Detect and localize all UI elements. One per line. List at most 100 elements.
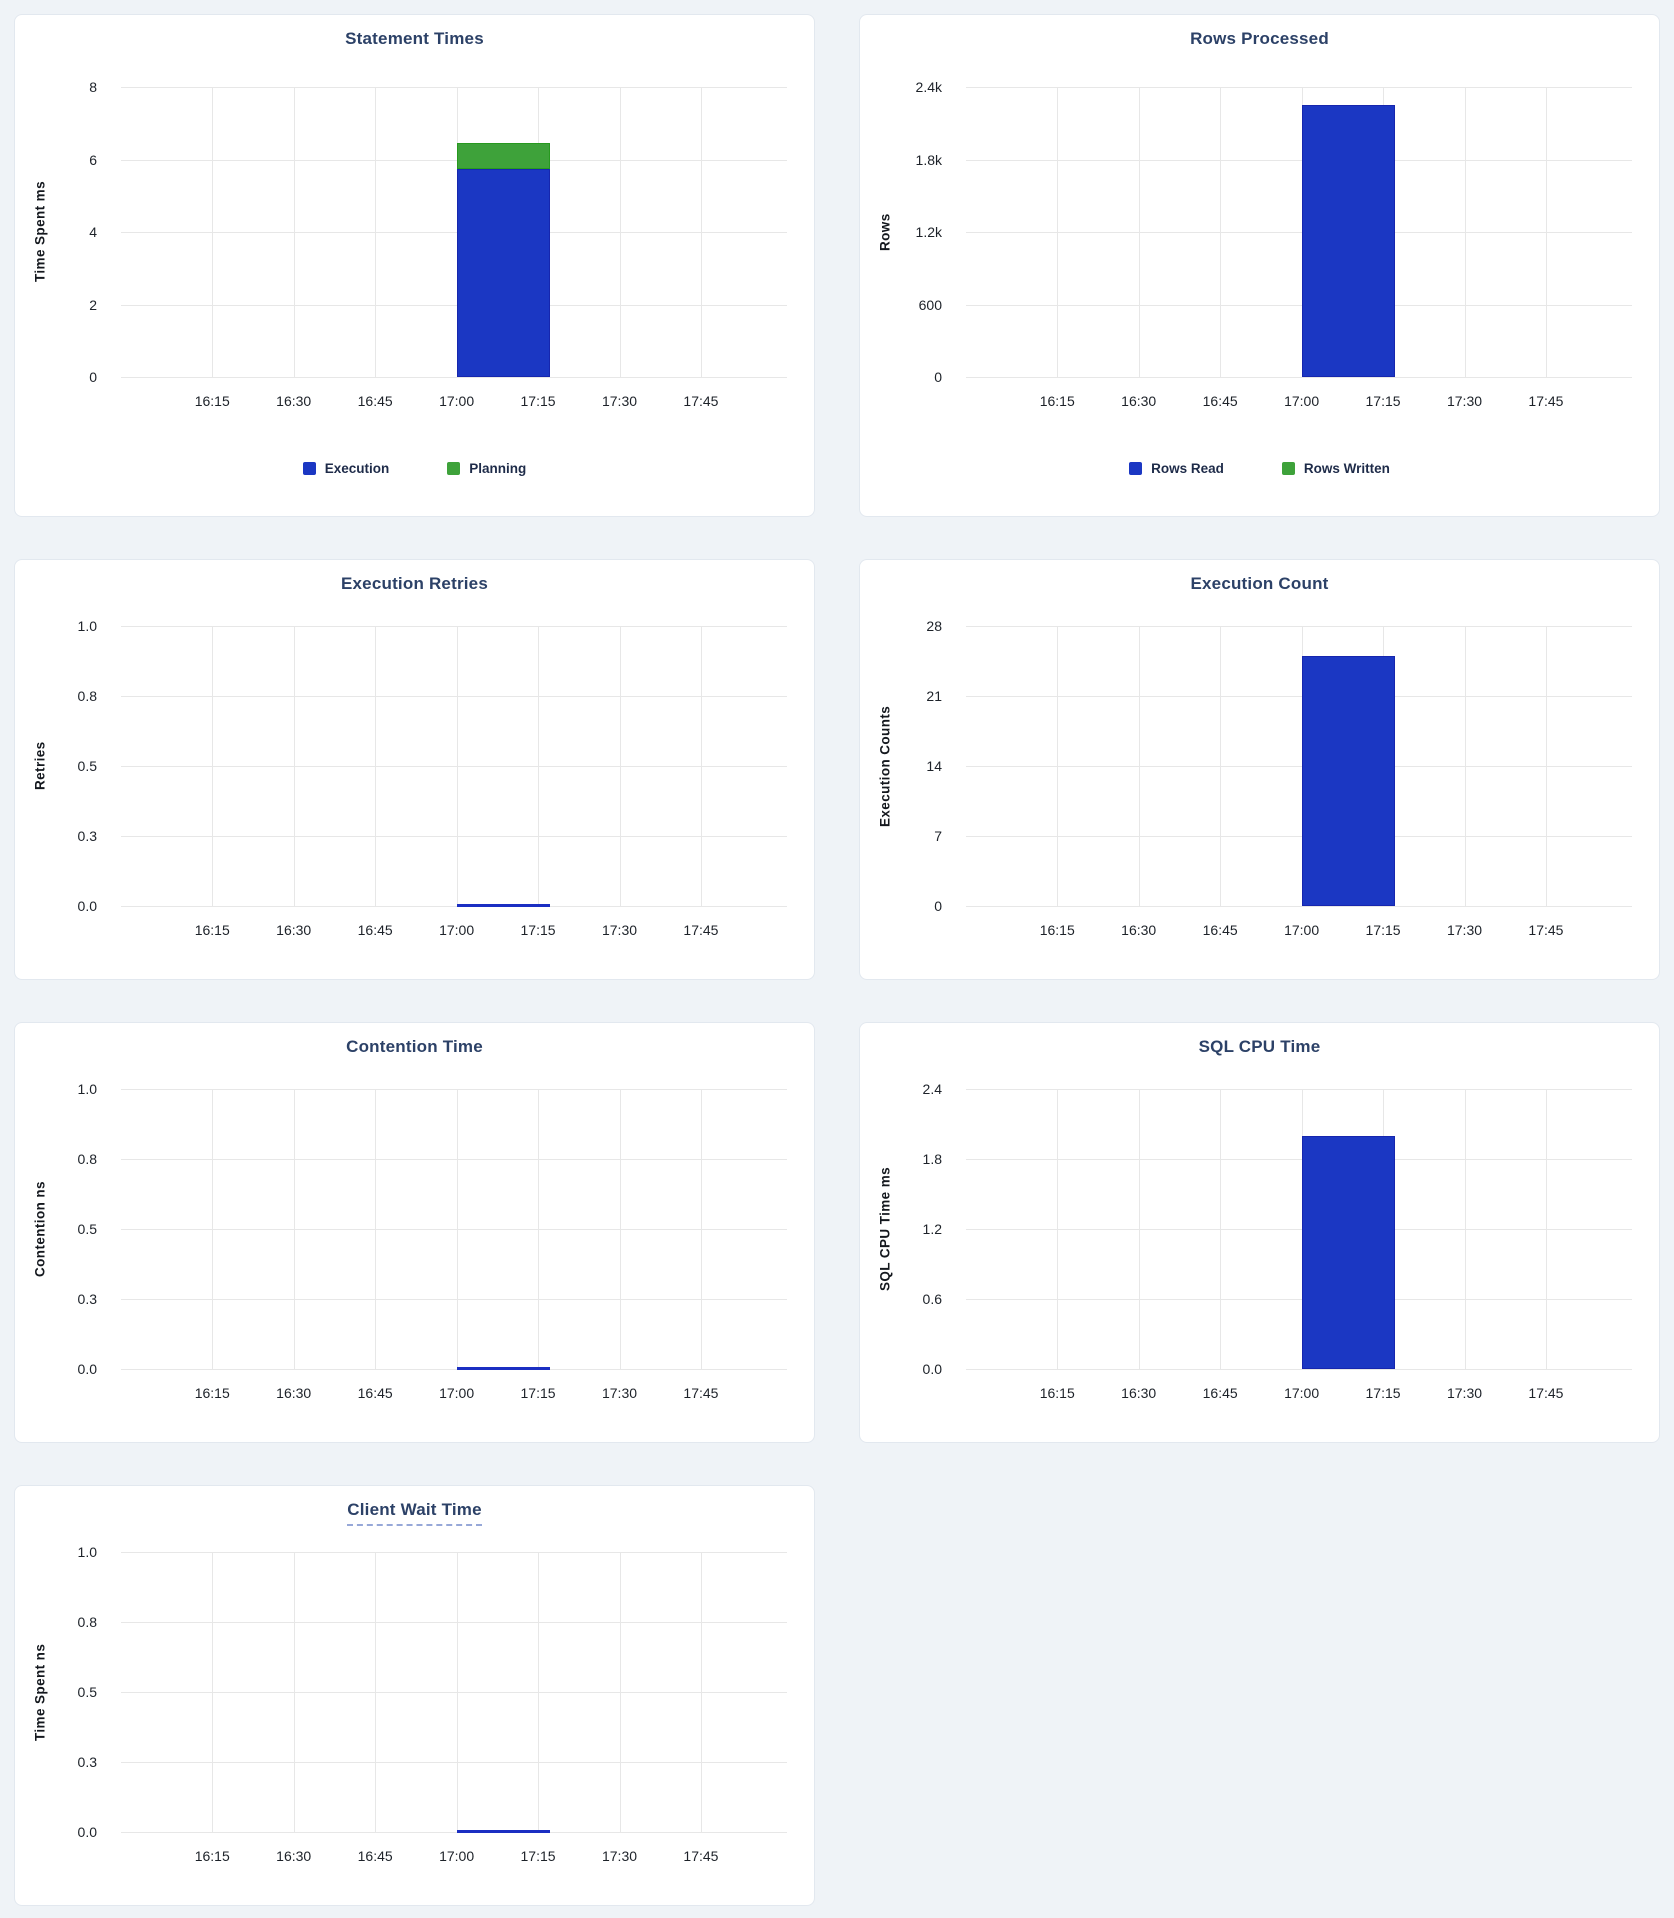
x-tick-label: 16:30 xyxy=(1121,393,1157,409)
gridline xyxy=(293,626,295,906)
x-tick-label: 16:15 xyxy=(194,393,230,409)
bar-segment[interactable] xyxy=(1301,1135,1395,1369)
y-tick-label: 8 xyxy=(89,79,97,95)
y-tick-label: 0.3 xyxy=(77,828,97,844)
gridline xyxy=(1220,626,1222,906)
chart-legend: Rows Read Rows Written xyxy=(860,461,1659,476)
plot-area[interactable] xyxy=(121,87,787,378)
x-tick-label: 17:00 xyxy=(439,1848,475,1864)
zero-value-series-line[interactable] xyxy=(456,1830,550,1833)
gridline xyxy=(121,377,787,378)
bar-segment-execution[interactable] xyxy=(456,168,550,377)
chart-legend: Execution Planning xyxy=(15,461,814,476)
y-tick-label: 0.8 xyxy=(77,1151,97,1167)
y-tick-label: 7 xyxy=(934,828,942,844)
gridline xyxy=(966,836,1632,837)
y-tick-label: 0 xyxy=(934,369,942,385)
gridline xyxy=(538,626,540,906)
x-tick-label: 16:30 xyxy=(276,1385,312,1401)
x-tick-label: 17:45 xyxy=(1528,922,1564,938)
x-tick-label: 16:30 xyxy=(276,922,312,938)
plot-area[interactable] xyxy=(966,626,1632,907)
gridline xyxy=(700,87,702,377)
legend-item-execution[interactable]: Execution xyxy=(302,461,389,476)
gridline xyxy=(456,1552,458,1832)
x-tick-label: 16:45 xyxy=(357,1385,393,1401)
rows-processed-chart: Rows Processed Rows 2.4k 1.8k 1.2k 600 0 16:… xyxy=(859,14,1660,517)
legend-color-swatch xyxy=(302,462,316,475)
x-axis: 16:15 16:30 16:45 17:00 17:15 17:30 17:45 xyxy=(966,1385,1632,1405)
chart-title: Client Wait Time xyxy=(15,1500,814,1526)
bar-segment-planning[interactable] xyxy=(456,143,550,169)
gridline xyxy=(121,906,787,907)
y-axis: 1.0 0.8 0.5 0.3 0.0 xyxy=(15,618,109,914)
gridline xyxy=(1545,626,1547,906)
gridline xyxy=(1464,87,1466,377)
y-tick-label: 0.5 xyxy=(77,1221,97,1237)
y-axis: 2.4k 1.8k 1.2k 600 0 xyxy=(860,79,954,385)
x-tick-label: 17:30 xyxy=(1446,922,1483,938)
gridline xyxy=(121,1369,787,1370)
client-wait-time-chart: Client Wait Time Time Spent ns 1.0 0.8 0.5… xyxy=(14,1485,815,1906)
plot-area[interactable] xyxy=(121,1552,787,1833)
gridline xyxy=(121,304,787,306)
gridline xyxy=(212,626,214,906)
legend-color-swatch xyxy=(1129,462,1143,475)
gridline xyxy=(619,626,621,906)
y-tick-label: 1.8k xyxy=(915,151,942,168)
x-tick-label: 16:45 xyxy=(357,393,393,409)
x-tick-label: 17:30 xyxy=(601,1848,638,1864)
x-tick-label: 17:15 xyxy=(520,393,556,409)
plot-area[interactable] xyxy=(121,1089,787,1370)
y-tick-label: 2.4 xyxy=(922,1081,942,1097)
gridline xyxy=(121,1622,787,1623)
gridline xyxy=(966,87,1632,88)
y-tick-label: 0.5 xyxy=(77,1684,97,1700)
legend-label: Rows Read xyxy=(1151,461,1224,476)
y-tick-label: 14 xyxy=(926,758,942,774)
y-axis: 1.0 0.8 0.5 0.3 0.0 xyxy=(15,1544,109,1840)
legend-item-rows-read[interactable]: Rows Read xyxy=(1129,461,1224,476)
gridline xyxy=(1138,626,1140,906)
plot-area[interactable] xyxy=(966,1089,1632,1370)
x-tick-label: 17:45 xyxy=(1528,393,1564,409)
x-tick-label: 16:45 xyxy=(1202,922,1238,938)
bar-segment[interactable] xyxy=(1301,656,1395,906)
x-axis: 16:15 16:30 16:45 17:00 17:15 17:30 17:45 xyxy=(121,393,787,413)
gridline xyxy=(121,1552,787,1553)
y-tick-label: 21 xyxy=(926,688,942,704)
legend-item-rows-written[interactable]: Rows Written xyxy=(1281,461,1390,476)
y-tick-label: 0.3 xyxy=(77,1754,97,1770)
y-tick-label: 0.0 xyxy=(922,1361,942,1377)
gridline xyxy=(700,626,702,906)
y-axis: 28 21 14 7 0 xyxy=(860,618,954,914)
x-tick-label: 16:45 xyxy=(357,1848,393,1864)
plot-area[interactable] xyxy=(121,626,787,907)
gridline xyxy=(121,1299,787,1300)
y-tick-label: 600 xyxy=(918,296,942,313)
bar-segment-rows-read[interactable] xyxy=(1301,105,1395,377)
gridline xyxy=(1057,626,1059,906)
y-tick-label: 0.0 xyxy=(77,898,97,914)
x-tick-label: 16:45 xyxy=(357,922,393,938)
y-tick-label: 1.0 xyxy=(77,1544,97,1560)
gridline xyxy=(375,1089,377,1369)
gridline xyxy=(966,377,1632,378)
plot-area[interactable] xyxy=(966,87,1632,378)
zero-value-series-line[interactable] xyxy=(456,904,550,907)
gridline xyxy=(1464,626,1466,906)
gridline xyxy=(121,87,787,88)
legend-item-planning[interactable]: Planning xyxy=(447,461,526,476)
gridline xyxy=(456,626,458,906)
chart-title: Execution Retries xyxy=(340,574,488,593)
gridline xyxy=(293,1089,295,1369)
gridline xyxy=(700,1089,702,1369)
x-axis: 16:15 16:30 16:45 17:00 17:15 17:30 17:45 xyxy=(966,922,1632,942)
gridline xyxy=(121,836,787,837)
gridline xyxy=(1545,87,1547,377)
x-tick-label: 16:15 xyxy=(1039,1385,1075,1401)
zero-value-series-line[interactable] xyxy=(456,1367,550,1370)
y-tick-label: 1.0 xyxy=(77,1081,97,1097)
x-axis: 16:15 16:30 16:45 17:00 17:15 17:30 17:45 xyxy=(966,393,1632,413)
gridline xyxy=(121,1159,787,1160)
